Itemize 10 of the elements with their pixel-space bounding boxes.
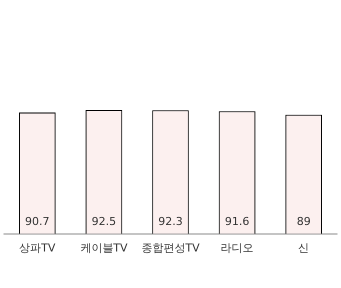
x-tick-label: 상파TV [19, 241, 56, 254]
data-label: 90.7 [25, 215, 50, 228]
x-tick-label: 신 [298, 241, 310, 254]
x-tick-label: 라디오 [220, 241, 254, 254]
data-label: 92.5 [92, 215, 116, 228]
x-tick-label: 종합편성TV [141, 241, 200, 254]
data-label: 89 [296, 215, 311, 228]
x-tick-label: 케이블TV [80, 241, 128, 254]
data-label: 91.6 [224, 215, 250, 228]
data-label: 92.3 [158, 215, 183, 228]
